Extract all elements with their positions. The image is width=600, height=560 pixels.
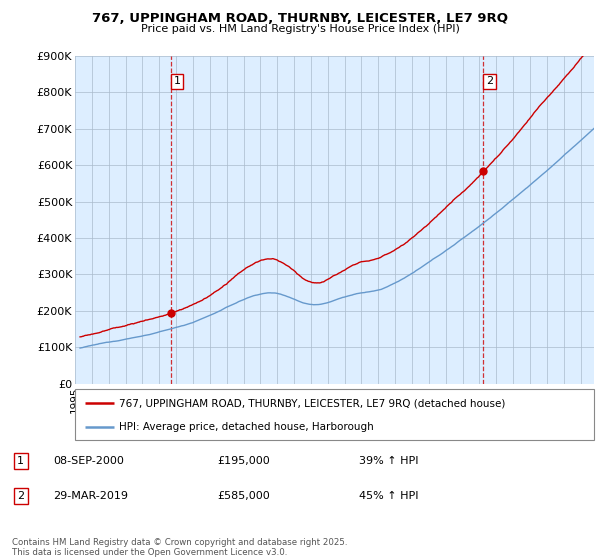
Text: 45% ↑ HPI: 45% ↑ HPI	[359, 491, 418, 501]
Text: 767, UPPINGHAM ROAD, THURNBY, LEICESTER, LE7 9RQ: 767, UPPINGHAM ROAD, THURNBY, LEICESTER,…	[92, 12, 508, 25]
Text: 1: 1	[173, 77, 181, 86]
Text: 39% ↑ HPI: 39% ↑ HPI	[359, 456, 418, 466]
Text: £585,000: £585,000	[218, 491, 271, 501]
Text: HPI: Average price, detached house, Harborough: HPI: Average price, detached house, Harb…	[119, 422, 374, 432]
Text: 08-SEP-2000: 08-SEP-2000	[53, 456, 124, 466]
Text: £195,000: £195,000	[218, 456, 271, 466]
Text: 767, UPPINGHAM ROAD, THURNBY, LEICESTER, LE7 9RQ (detached house): 767, UPPINGHAM ROAD, THURNBY, LEICESTER,…	[119, 398, 505, 408]
Text: 2: 2	[486, 77, 493, 86]
Text: 2: 2	[17, 491, 24, 501]
FancyBboxPatch shape	[75, 389, 594, 440]
Text: Price paid vs. HM Land Registry's House Price Index (HPI): Price paid vs. HM Land Registry's House …	[140, 24, 460, 34]
Text: Contains HM Land Registry data © Crown copyright and database right 2025.
This d: Contains HM Land Registry data © Crown c…	[12, 538, 347, 557]
Text: 1: 1	[17, 456, 24, 466]
Text: 29-MAR-2019: 29-MAR-2019	[53, 491, 128, 501]
